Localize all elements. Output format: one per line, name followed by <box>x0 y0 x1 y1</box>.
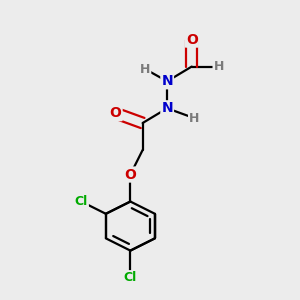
Text: H: H <box>140 62 150 76</box>
Text: Cl: Cl <box>124 271 137 284</box>
Text: Cl: Cl <box>75 195 88 208</box>
Text: H: H <box>214 60 224 73</box>
Text: O: O <box>124 167 136 182</box>
Text: H: H <box>189 112 200 124</box>
Text: N: N <box>161 101 173 115</box>
Text: O: O <box>186 33 198 46</box>
Text: N: N <box>161 74 173 88</box>
Text: O: O <box>110 106 122 120</box>
